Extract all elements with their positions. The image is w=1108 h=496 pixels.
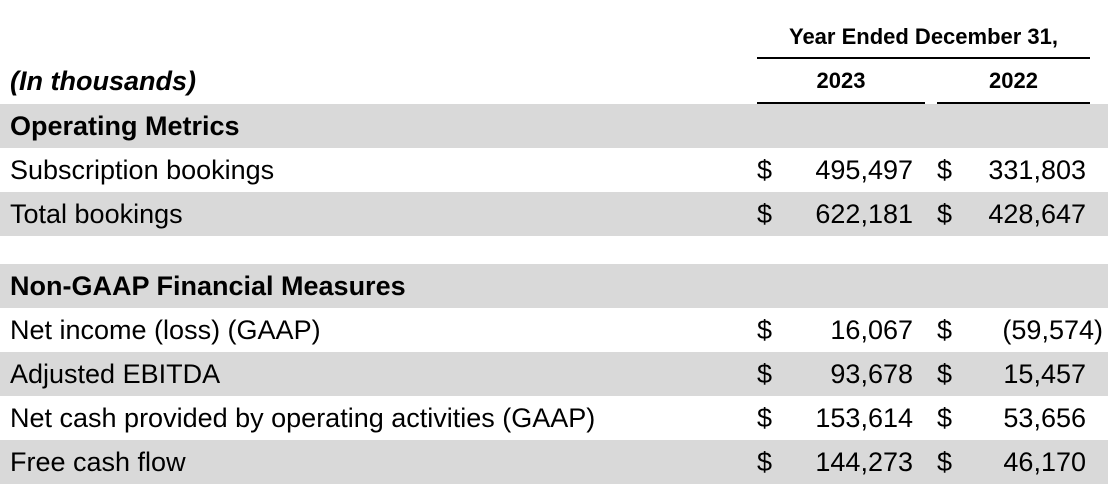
- table-header-period-row: Year Ended December 31,: [0, 0, 1108, 59]
- table-row: Total bookings $622,181 $428,647: [0, 192, 1108, 236]
- currency-symbol-2023: $: [757, 198, 773, 229]
- value-2022: 331,803: [988, 154, 1086, 185]
- currency-symbol-2022: $: [937, 358, 953, 389]
- currency-symbol-2022: $: [937, 446, 953, 477]
- table-row: Adjusted EBITDA $93,678 $15,457: [0, 352, 1108, 396]
- currency-symbol-2023: $: [757, 358, 773, 389]
- row-label: Free cash flow: [10, 446, 186, 477]
- row-label: Adjusted EBITDA: [10, 358, 221, 389]
- row-label: Total bookings: [10, 198, 183, 229]
- value-2022: 15,457: [1003, 358, 1086, 389]
- units-label: (In thousands): [10, 66, 196, 96]
- value-2023: 144,273: [815, 446, 913, 477]
- column-header-2023: 2023: [757, 59, 925, 104]
- table-body: Operating Metrics Subscription bookings $4…: [0, 104, 1108, 484]
- table-row: Free cash flow $144,273 $46,170: [0, 440, 1108, 484]
- value-2022: 53,656: [1003, 402, 1086, 433]
- table-row: Net income (loss) (GAAP) $16,067 $ (59,574): [0, 308, 1108, 352]
- currency-symbol-2022: $: [937, 402, 953, 433]
- column-header-2022: 2022: [937, 59, 1090, 104]
- value-2023: 93,678: [830, 358, 913, 389]
- value-2022: 428,647: [988, 198, 1086, 229]
- currency-symbol-2022: $: [937, 154, 953, 185]
- row-label: Net cash provided by operating activitie…: [10, 402, 596, 433]
- section-header-row: Operating Metrics: [0, 104, 1108, 148]
- value-2023: 622,181: [815, 198, 913, 229]
- table-header-years-row: (In thousands) 2023 2022: [0, 59, 1108, 104]
- row-label: Subscription bookings: [10, 154, 275, 185]
- row-label: Net income (loss) (GAAP): [10, 314, 321, 345]
- value-2022: (59,574): [1002, 314, 1103, 345]
- value-2022: 46,170: [1003, 446, 1086, 477]
- currency-symbol-2022: $: [937, 314, 953, 345]
- table-row: Net cash provided by operating activitie…: [0, 396, 1108, 440]
- value-2023: 495,497: [815, 154, 913, 185]
- value-2023: 153,614: [815, 402, 913, 433]
- currency-symbol-2023: $: [757, 446, 773, 477]
- value-2023: 16,067: [830, 314, 913, 345]
- currency-symbol-2022: $: [937, 198, 953, 229]
- section-title: Operating Metrics: [10, 110, 240, 141]
- currency-symbol-2023: $: [757, 314, 773, 345]
- section-header-row: Non-GAAP Financial Measures: [0, 264, 1108, 308]
- currency-symbol-2023: $: [757, 402, 773, 433]
- section-gap: [0, 236, 1108, 264]
- currency-symbol-2023: $: [757, 154, 773, 185]
- section-title: Non-GAAP Financial Measures: [10, 270, 406, 301]
- table-row: Subscription bookings $495,497 $331,803: [0, 148, 1108, 192]
- period-header: Year Ended December 31,: [757, 0, 1090, 59]
